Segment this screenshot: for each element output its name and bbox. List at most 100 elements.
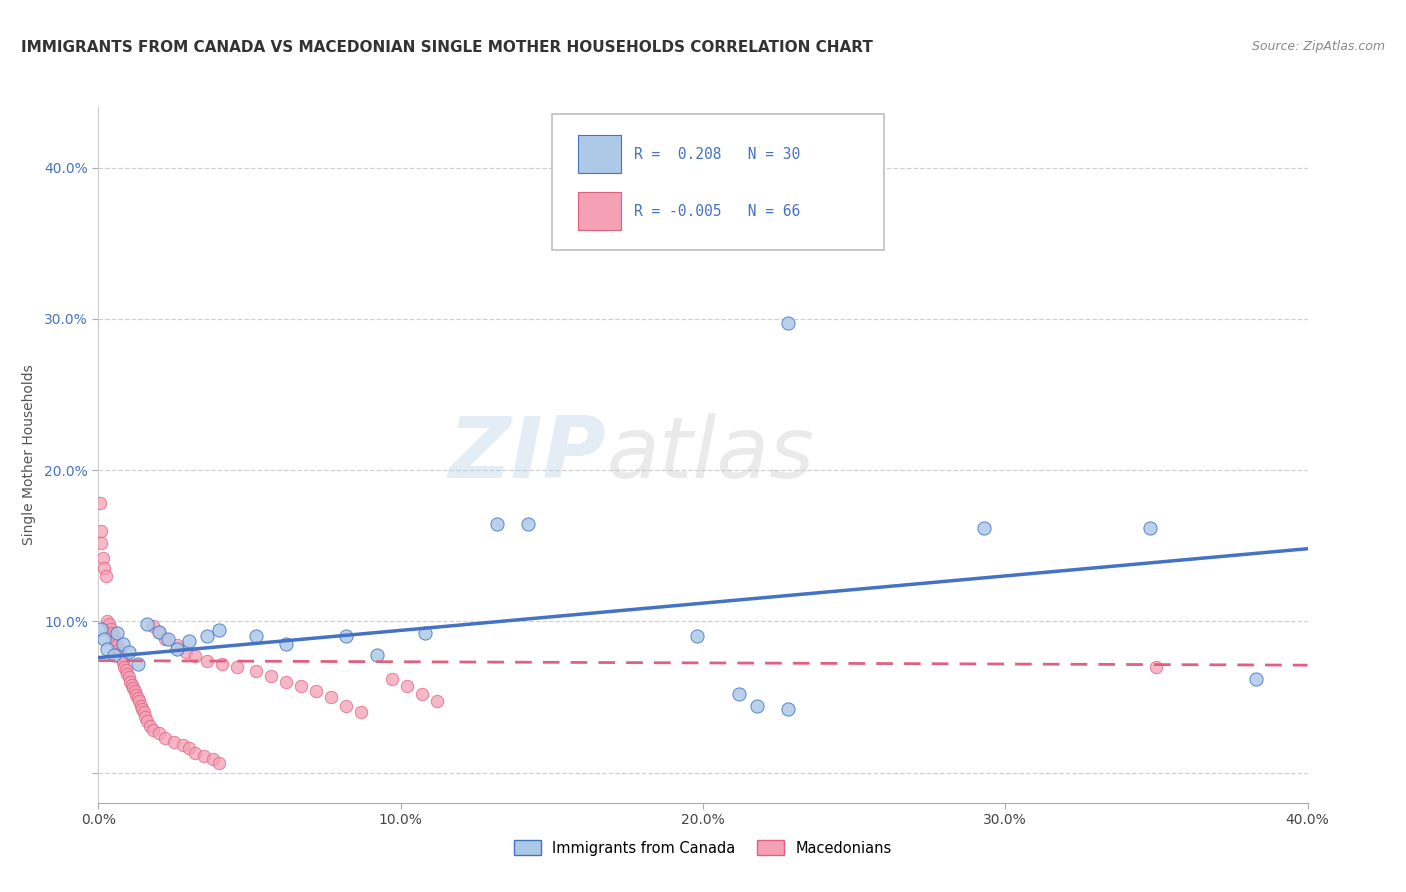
Point [114,663,136,677]
Point [110,650,132,665]
Point [153,632,176,647]
Point [153,731,176,745]
Point [193,748,215,763]
Text: ZIP: ZIP [449,413,606,497]
Text: R =  0.208   N = 30: R = 0.208 N = 30 [634,147,800,161]
Text: IMMIGRANTS FROM CANADA VS MACEDONIAN SINGLE MOTHER HOUSEHOLDS CORRELATION CHART: IMMIGRANTS FROM CANADA VS MACEDONIAN SIN… [21,40,873,55]
Point [104,634,127,648]
Point [148,624,170,639]
Point [121,678,143,692]
Point [413,626,436,640]
Point [1144,659,1167,673]
Legend: Immigrants from Canada, Macedonians: Immigrants from Canada, Macedonians [509,835,897,862]
Point [486,517,509,532]
Point [122,681,145,695]
Point [166,639,188,653]
Point [172,739,194,753]
Point [163,735,186,749]
Point [395,679,418,693]
Point [208,624,231,638]
Point [89,496,111,510]
Point [131,702,153,716]
Point [103,648,125,662]
Point [1244,672,1267,686]
Point [776,702,799,716]
Point [139,719,162,733]
Point [118,670,141,684]
Point [305,684,328,698]
Point [111,637,134,651]
Point [366,648,388,662]
Point [108,646,131,660]
Point [101,626,124,640]
Point [260,669,283,683]
Point [179,634,201,648]
Point [132,705,155,719]
FancyBboxPatch shape [578,192,621,230]
Point [127,691,149,706]
Point [135,714,157,728]
Point [274,637,297,651]
Point [1139,520,1161,534]
Point [516,517,538,532]
Point [90,535,112,549]
Point [105,639,128,653]
Point [211,657,233,671]
Point [973,520,995,534]
Point [148,726,170,740]
Point [245,664,267,678]
Point [776,316,799,330]
Text: R = -0.005   N = 66: R = -0.005 N = 66 [634,204,800,219]
Point [115,667,138,681]
Point [107,643,129,657]
Point [350,705,373,719]
Point [184,746,207,760]
Point [90,524,112,538]
Point [208,756,231,771]
Point [148,624,170,639]
Point [128,694,150,708]
Point [96,615,118,629]
Point [91,550,114,565]
Point [112,659,135,673]
FancyBboxPatch shape [578,135,621,173]
Point [100,622,122,636]
Point [156,632,179,647]
Point [686,629,709,643]
Point [245,629,267,643]
Point [179,741,201,756]
Point [118,644,141,658]
Point [335,698,357,713]
Point [166,641,188,656]
Point [105,626,128,640]
Point [290,679,312,693]
Point [135,617,157,632]
Point [426,694,449,708]
Point [174,644,197,658]
Point [125,689,148,703]
Point [96,641,118,656]
Point [142,619,165,633]
Text: Source: ZipAtlas.com: Source: ZipAtlas.com [1251,40,1385,54]
Point [93,632,115,647]
Point [184,649,207,664]
Point [226,659,249,673]
Point [127,657,149,671]
Text: atlas: atlas [606,413,814,497]
FancyBboxPatch shape [551,114,884,250]
Point [90,622,112,636]
Point [103,629,125,643]
Point [124,684,146,698]
Point [335,629,357,643]
Point [129,698,152,713]
Point [274,674,297,689]
Point [195,629,218,643]
Point [111,655,134,669]
Point [728,687,751,701]
Point [202,752,225,766]
Point [134,709,156,723]
Point [747,698,769,713]
Point [93,561,115,575]
Point [98,617,121,632]
Y-axis label: Single Mother Households: Single Mother Households [22,365,35,545]
